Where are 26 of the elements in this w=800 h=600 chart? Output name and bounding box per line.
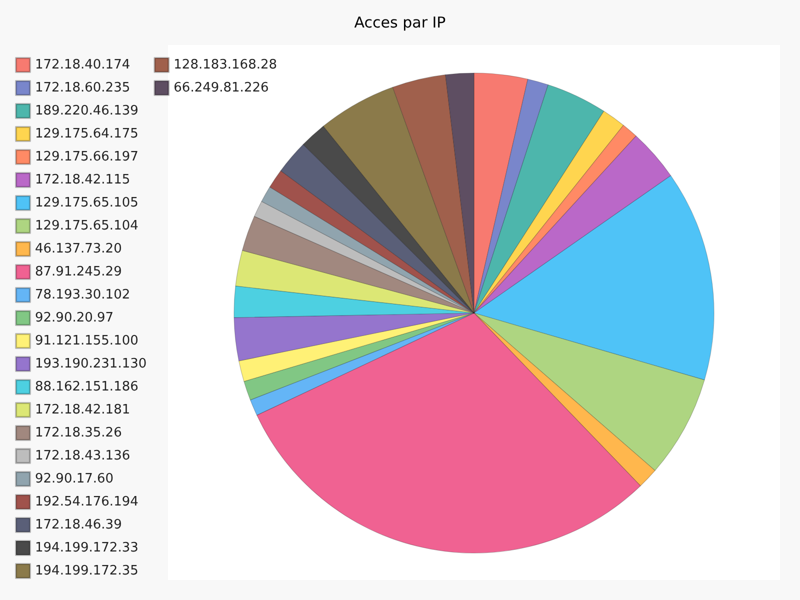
legend-label: 172.18.35.26	[35, 426, 122, 440]
legend-label: 129.175.66.197	[35, 150, 138, 164]
legend-label: 88.162.151.186	[35, 380, 138, 394]
legend-label: 92.90.17.60	[35, 472, 114, 486]
legend-label: 172.18.42.181	[35, 402, 130, 418]
legend-label: 91.121.155.100	[35, 334, 138, 348]
legend-label: 172.18.46.39	[35, 518, 122, 532]
legend-label: 129.175.65.105	[35, 196, 138, 210]
legend-label: 194.199.172.35	[35, 564, 138, 578]
legend-label: 172.18.40.174	[35, 58, 130, 72]
legend-label: 128.183.168.28	[174, 58, 278, 72]
legend-label: 87.91.245.29	[35, 264, 122, 280]
legend-label: 78.193.30.102	[35, 288, 130, 302]
legend-label: 172.18.60.235	[35, 80, 130, 96]
legend-label: 129.175.64.175	[35, 126, 138, 142]
chart-title: Acces par IP	[354, 14, 446, 32]
legend-label: 172.18.42.115	[35, 172, 130, 188]
legend-label: 193.190.231.130	[35, 356, 147, 372]
legend-label: 172.18.43.136	[35, 448, 130, 464]
legend-label: 66.249.81.226	[174, 80, 269, 96]
legend-label: 46.137.73.20	[35, 242, 122, 256]
legend-label: 194.199.172.33	[35, 540, 138, 556]
legend-label: 129.175.65.104	[35, 218, 138, 234]
legend-label: 189.220.46.139	[35, 104, 138, 118]
legend-label: 92.90.20.97	[35, 310, 114, 326]
legend-label: 192.54.176.194	[35, 494, 138, 510]
